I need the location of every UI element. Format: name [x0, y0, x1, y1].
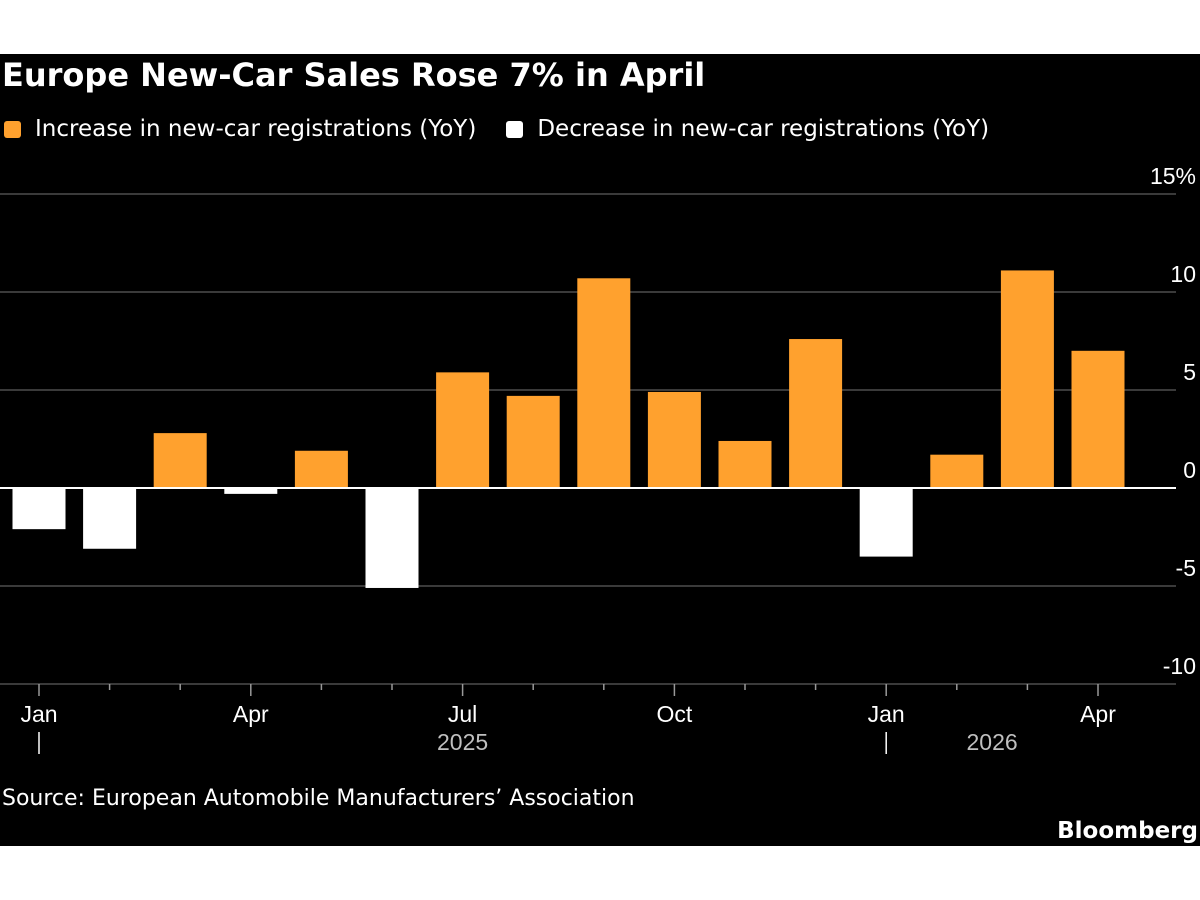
bar	[647, 391, 701, 488]
legend-label-decrease: Decrease in new-car registrations (YoY)	[537, 116, 990, 142]
bar	[1071, 350, 1125, 488]
bar	[789, 339, 843, 488]
bar	[859, 488, 913, 557]
bar	[718, 440, 772, 488]
bar	[224, 488, 278, 494]
x-tick-label: Oct	[657, 701, 693, 727]
x-tick-label: Jan	[868, 701, 905, 727]
bar	[1000, 270, 1054, 488]
chart-panel: Europe New-Car Sales Rose 7% in April In…	[0, 54, 1200, 846]
bar	[83, 488, 137, 549]
chart-title: Europe New-Car Sales Rose 7% in April	[2, 56, 706, 94]
bar	[365, 488, 419, 588]
legend-swatch-increase	[4, 120, 21, 138]
bar-chart: 15% 10 5 0 -5 -10 Jan Apr Jul Oct Jan Apr 2025 2026	[0, 163, 1196, 755]
y-tick-label: -5	[1176, 555, 1196, 581]
y-tick-label: 5	[1183, 359, 1196, 385]
x-tick-label: Jan	[20, 701, 57, 727]
y-tick-label: 10	[1170, 261, 1196, 287]
bar	[930, 454, 984, 488]
legend-swatch-decrease	[506, 120, 524, 138]
year-label: 2025	[437, 729, 488, 755]
bar	[436, 372, 490, 488]
y-tick-label: 15%	[1150, 163, 1196, 189]
bar	[12, 488, 66, 530]
bar	[153, 433, 207, 488]
bar	[577, 278, 631, 488]
legend-item-increase: Increase in new-car registrations (YoY)	[4, 116, 476, 142]
year-label: 2026	[967, 729, 1018, 755]
bloomberg-logo: Bloomberg	[1057, 818, 1198, 844]
x-tick-label: Apr	[233, 701, 269, 727]
y-tick-label: 0	[1183, 457, 1196, 483]
legend: Increase in new-car registrations (YoY) …	[4, 116, 1019, 142]
bar	[506, 395, 560, 488]
bar	[294, 450, 348, 488]
y-tick-label: -10	[1163, 653, 1196, 679]
legend-item-decrease: Decrease in new-car registrations (YoY)	[506, 116, 989, 142]
source-note: Source: European Automobile Manufacturer…	[2, 786, 635, 811]
legend-label-increase: Increase in new-car registrations (YoY)	[35, 116, 477, 142]
x-tick-label: Jul	[448, 701, 477, 727]
x-tick-label: Apr	[1080, 701, 1116, 727]
